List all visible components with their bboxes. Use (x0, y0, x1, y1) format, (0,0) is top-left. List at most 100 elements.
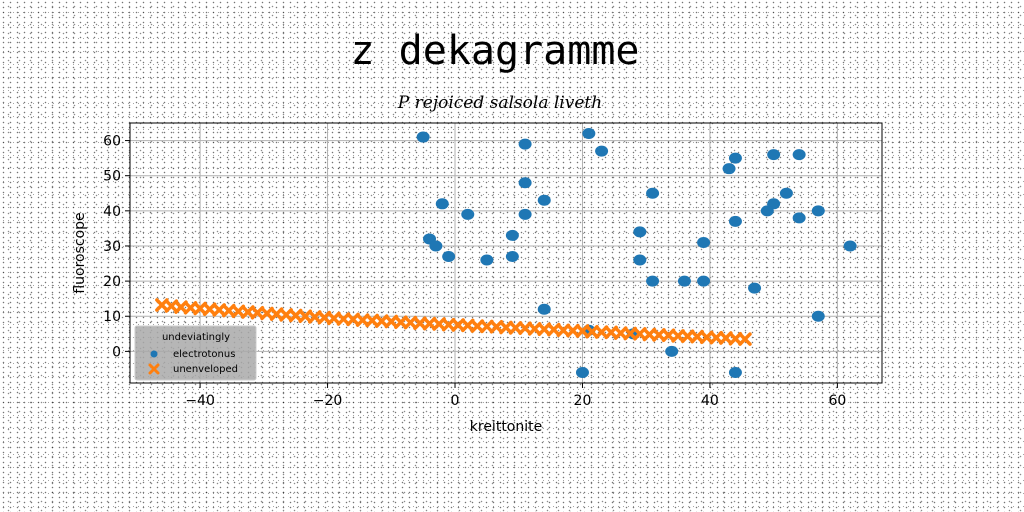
data-point-unenveloped (394, 315, 408, 329)
data-point-electrotonus (843, 240, 857, 252)
data-point-electrotonus (537, 303, 551, 315)
x-axis-ticks: −40 −20 0 20 40 60 (185, 383, 846, 409)
x-mark-stroke (441, 317, 456, 332)
x-mark-stroke (623, 326, 638, 341)
data-point-unenveloped (422, 316, 437, 331)
chart-subtitle: P rejoiced salsola liveth (397, 93, 602, 113)
x-mark-stroke (728, 331, 743, 346)
data-point-electrotonus (595, 145, 609, 157)
data-point-electrotonus (728, 366, 742, 378)
data-point-unenveloped (336, 312, 351, 326)
data-point-unenveloped (642, 327, 657, 342)
x-axis-label: kreittonite (470, 419, 542, 435)
legend-title: undeviatingly (162, 332, 230, 343)
data-point-unenveloped (470, 319, 485, 333)
data-point-electrotonus (792, 149, 806, 161)
y-tick-label: 50 (103, 169, 121, 185)
data-point-electrotonus (633, 254, 647, 266)
data-point-electrotonus (518, 177, 532, 189)
x-mark-stroke (585, 324, 599, 339)
data-point-electrotonus (575, 366, 589, 378)
data-point-electrotonus (435, 198, 449, 210)
data-point-electrotonus (697, 236, 711, 248)
x-mark-stroke (527, 322, 542, 336)
y-axis-label: fluoroscope (72, 212, 88, 293)
legend-label-unenveloped: unenveloped (173, 364, 238, 375)
legend-marker-unenveloped (148, 363, 160, 375)
x-mark-stroke (671, 329, 685, 343)
data-point-unenveloped (537, 322, 551, 336)
x-mark-stroke (508, 321, 523, 335)
data-point-electrotonus (646, 275, 660, 287)
legend-marker-electrotonus (150, 350, 158, 358)
data-point-electrotonus (480, 254, 494, 266)
x-mark-stroke (480, 319, 494, 334)
data-point-electrotonus (728, 215, 742, 227)
x-mark-stroke (355, 313, 370, 327)
data-point-electrotonus (811, 205, 825, 217)
x-tick-label: −20 (313, 393, 343, 409)
x-mark-stroke (613, 326, 628, 340)
data-point-electrotonus (429, 240, 443, 252)
data-point-electrotonus (779, 187, 793, 199)
x-mark-stroke (699, 330, 714, 345)
data-point-unenveloped (374, 314, 389, 328)
data-point-electrotonus (633, 226, 647, 238)
legend: undeviatingly electrotonus unenveloped (134, 325, 257, 381)
data-point-unenveloped (738, 332, 752, 346)
data-point-unenveloped (451, 318, 465, 332)
x-mark-stroke (470, 319, 485, 333)
data-point-electrotonus (518, 138, 532, 150)
chart-title: z dekagramme (351, 28, 640, 74)
x-tick-label: 60 (828, 393, 846, 409)
data-point-unenveloped (480, 319, 494, 334)
data-point-electrotonus (646, 187, 660, 199)
data-point-electrotonus (442, 251, 456, 263)
x-mark-stroke (738, 332, 752, 346)
data-point-unenveloped (613, 326, 628, 340)
y-axis-ticks: 0 10 20 30 40 50 60 (103, 134, 130, 360)
data-point-electrotonus (505, 251, 519, 263)
data-point-electrotonus (792, 212, 806, 224)
data-point-unenveloped (652, 328, 666, 342)
x-mark-stroke (709, 330, 724, 345)
data-point-unenveloped (441, 317, 456, 332)
data-point-electrotonus (505, 229, 519, 241)
legend-label-electrotonus: electrotonus (173, 349, 235, 360)
x-mark-stroke (652, 328, 666, 342)
x-mark-stroke (422, 316, 437, 331)
x-tick-label: −40 (185, 393, 215, 409)
data-point-electrotonus (582, 128, 596, 140)
data-point-unenveloped (728, 331, 743, 346)
data-point-unenveloped (556, 323, 571, 338)
series-layer (155, 128, 857, 378)
plot-frame (129, 122, 883, 384)
data-point-unenveloped (709, 330, 724, 345)
x-mark-stroke (451, 318, 465, 332)
data-point-electrotonus (811, 310, 825, 322)
data-point-electrotonus (728, 152, 742, 164)
data-point-unenveloped (594, 325, 609, 339)
x-mark-stroke (336, 312, 351, 326)
x-tick-label: 20 (574, 393, 592, 409)
y-tick-label: 0 (112, 344, 121, 360)
data-point-unenveloped (413, 316, 427, 331)
legend-box (134, 325, 257, 381)
data-point-unenveloped (527, 322, 542, 336)
data-point-electrotonus (697, 275, 711, 287)
y-tick-label: 10 (103, 309, 121, 325)
data-point-electrotonus (461, 208, 475, 220)
data-point-electrotonus (722, 163, 736, 175)
x-tick-label: 0 (451, 393, 460, 409)
x-mark-stroke (556, 323, 571, 338)
data-point-unenveloped (499, 320, 513, 335)
y-tick-label: 40 (103, 204, 121, 220)
x-mark-stroke (642, 327, 657, 342)
data-point-electrotonus (760, 205, 774, 217)
data-point-unenveloped (585, 324, 599, 339)
x-mark-stroke (499, 320, 513, 335)
x-mark-stroke (594, 325, 609, 339)
data-point-electrotonus (518, 208, 532, 220)
x-tick-label: 40 (701, 393, 719, 409)
